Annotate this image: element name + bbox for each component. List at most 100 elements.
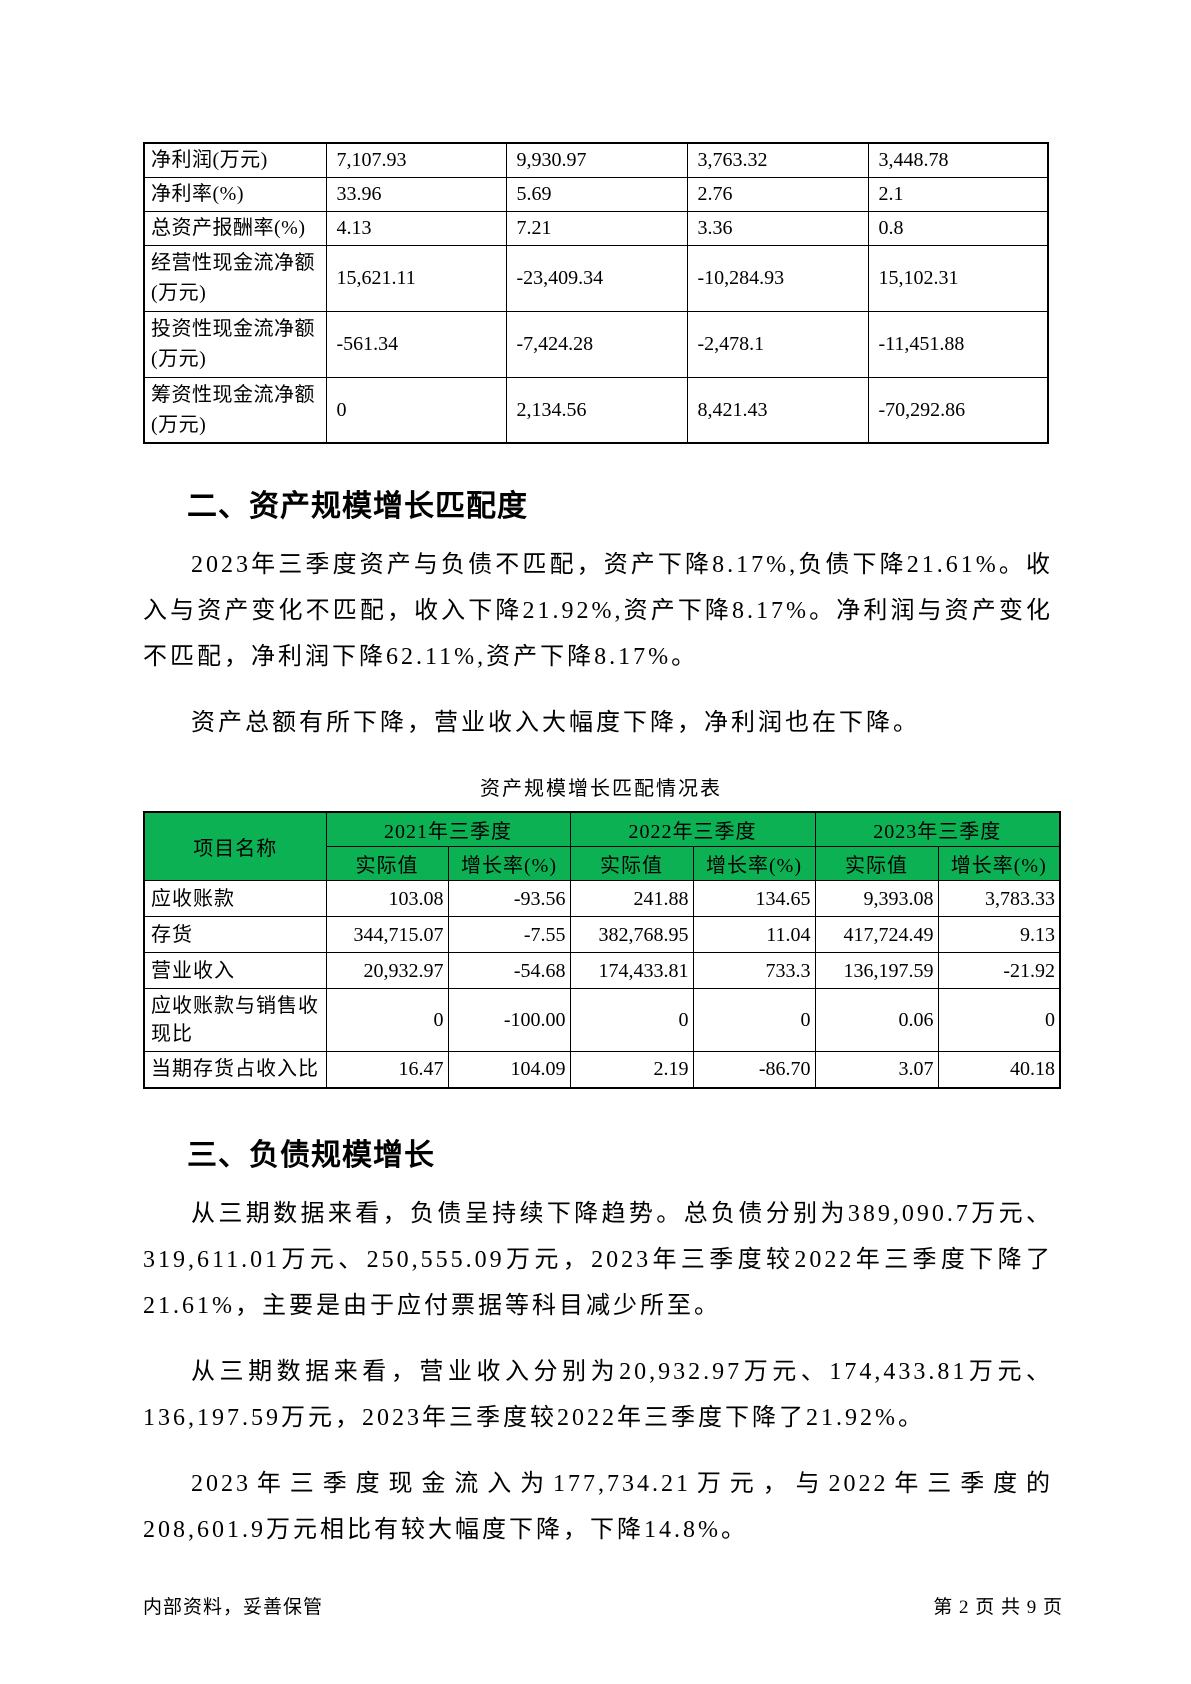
cell-value: -21.92: [937, 952, 1061, 989]
paragraph-debt-2: 从三期数据来看，营业收入分别为20,932.97万元、174,433.81万元、…: [143, 1358, 1053, 1431]
column-header-item: 项目名称: [143, 811, 327, 881]
item-label: 应收账款: [143, 880, 327, 917]
cell-value: 16.47: [325, 1051, 449, 1088]
metric-value: -2,478.1: [686, 310, 869, 378]
table-row: 投资性现金流净额(万元) -561.34 -7,424.28 -2,478.1 …: [143, 310, 1049, 378]
cell-value: 0: [325, 988, 449, 1052]
metric-value: 9,930.97: [505, 142, 688, 178]
column-header-year-2023: 2023年三季度: [814, 811, 1061, 847]
metric-value: 3.36: [686, 210, 869, 246]
cell-value: 104.09: [447, 1051, 571, 1088]
table-row: 经营性现金流净额(万元) 15,621.11 -23,409.34 -10,28…: [143, 244, 1049, 312]
cell-value: -93.56: [447, 880, 571, 917]
cell-value: 0: [692, 988, 816, 1052]
column-header-growth: 增长率(%): [937, 846, 1061, 881]
table-row: 存货 344,715.07 -7.55 382,768.95 11.04 417…: [143, 916, 1061, 953]
metric-value: 0.8: [867, 210, 1049, 246]
table-row: 净利润(万元) 7,107.93 9,930.97 3,763.32 3,448…: [143, 142, 1049, 178]
table-row: 净利率(%) 33.96 5.69 2.76 2.1: [143, 176, 1049, 212]
metric-value: 0: [325, 376, 507, 444]
metric-label: 净利润(万元): [143, 142, 327, 178]
metric-label: 筹资性现金流净额(万元): [143, 376, 327, 444]
cell-value: -7.55: [447, 916, 571, 953]
metric-label: 总资产报酬率(%): [143, 210, 327, 246]
financial-metrics-table: 净利润(万元) 7,107.93 9,930.97 3,763.32 3,448…: [143, 142, 1049, 444]
column-header-year-2022: 2022年三季度: [569, 811, 816, 847]
metric-value: -11,451.88: [867, 310, 1049, 378]
table-row: 当期存货占收入比 16.47 104.09 2.19 -86.70 3.07 4…: [143, 1051, 1061, 1088]
table-subheader-row: 实际值 增长率(%) 实际值 增长率(%) 实际值 增长率(%): [144, 846, 1061, 881]
item-label: 当期存货占收入比: [143, 1051, 327, 1088]
cell-value: 2.19: [569, 1051, 694, 1088]
section-heading-debt: 三、负债规模增长: [187, 1138, 435, 1172]
metric-value: 15,621.11: [325, 244, 507, 312]
cell-value: 134.65: [692, 880, 816, 917]
metric-value: 4.13: [325, 210, 507, 246]
cell-value: 417,724.49: [814, 916, 939, 953]
metric-value: 7.21: [505, 210, 688, 246]
cell-value: 241.88: [569, 880, 694, 917]
metric-value: 3,763.32: [686, 142, 869, 178]
paragraph-debt-1: 从三期数据来看，负债呈持续下降趋势。总负债分别为389,090.7万元、319,…: [143, 1200, 1053, 1319]
cell-value: 9.13: [937, 916, 1061, 953]
footer-page-number: 第 2 页 共 9 页: [933, 1597, 1063, 1618]
cell-value: 11.04: [692, 916, 816, 953]
metric-label: 经营性现金流净额(万元): [143, 244, 327, 312]
table-row: 应收账款 103.08 -93.56 241.88 134.65 9,393.0…: [143, 880, 1061, 917]
cell-value: -54.68: [447, 952, 571, 989]
cell-value: 174,433.81: [569, 952, 694, 989]
table-row: 营业收入 20,932.97 -54.68 174,433.81 733.3 1…: [143, 952, 1061, 989]
cell-value: 0.06: [814, 988, 939, 1052]
metric-value: -10,284.93: [686, 244, 869, 312]
cell-value: 103.08: [325, 880, 449, 917]
column-header-actual: 实际值: [325, 846, 449, 881]
cell-value: 20,932.97: [325, 952, 449, 989]
metric-label: 净利率(%): [143, 176, 327, 212]
metric-value: 5.69: [505, 176, 688, 212]
section-heading-assets: 二、资产规模增长匹配度: [187, 490, 528, 523]
column-header-growth: 增长率(%): [447, 846, 571, 881]
cell-value: 40.18: [937, 1051, 1061, 1088]
column-header-year-2021: 2021年三季度: [325, 811, 571, 847]
cell-value: 3,783.33: [937, 880, 1061, 917]
metric-value: 33.96: [325, 176, 507, 212]
item-label: 存货: [143, 916, 327, 953]
metric-value: -23,409.34: [505, 244, 688, 312]
page-content: 净利润(万元) 7,107.93 9,930.97 3,763.32 3,448…: [143, 0, 1061, 1573]
cell-value: 382,768.95: [569, 916, 694, 953]
metric-value: 7,107.93: [325, 142, 507, 178]
asset-growth-match-table: 项目名称 2021年三季度 2022年三季度 2023年三季度 实际值 增长率(…: [143, 811, 1061, 1089]
table-header-row: 项目名称 2021年三季度 2022年三季度 2023年三季度: [143, 811, 1061, 881]
metric-value: 2.1: [867, 176, 1049, 212]
column-header-actual: 实际值: [814, 846, 939, 881]
cell-value: 344,715.07: [325, 916, 449, 953]
metric-value: -7,424.28: [505, 310, 688, 378]
table-row: 筹资性现金流净额(万元) 0 2,134.56 8,421.43 -70,292…: [143, 376, 1049, 444]
item-label: 营业收入: [143, 952, 327, 989]
column-header-growth: 增长率(%): [692, 846, 816, 881]
match-table-title: 资产规模增长匹配情况表: [480, 778, 722, 800]
metric-value: -561.34: [325, 310, 507, 378]
metric-value: 2,134.56: [505, 376, 688, 444]
page-footer: 内部资料，妥善保管 第 2 页 共 9 页: [143, 1592, 1063, 1619]
paragraph-debt-3: 2023年三季度现金流入为177,734.21万元，与2022年三季度的208,…: [143, 1470, 1053, 1543]
cell-value: 136,197.59: [814, 952, 939, 989]
metric-value: 2.76: [686, 176, 869, 212]
cell-value: -100.00: [447, 988, 571, 1052]
table-row: 应收账款与销售收现比 0 -100.00 0 0 0.06 0: [143, 988, 1061, 1052]
item-label: 应收账款与销售收现比: [143, 988, 327, 1052]
footer-confidential-note: 内部资料，妥善保管: [143, 1597, 324, 1618]
paragraph-assets-2: 资产总额有所下降，营业收入大幅度下降，净利润也在下降。: [191, 710, 920, 736]
cell-value: 0: [569, 988, 694, 1052]
cell-value: -86.70: [692, 1051, 816, 1088]
paragraph-assets-1: 2023年三季度资产与负债不匹配，资产下降8.17%,负债下降21.61%。收入…: [143, 552, 1053, 670]
column-header-actual: 实际值: [569, 846, 694, 881]
cell-value: 9,393.08: [814, 880, 939, 917]
metric-value: 8,421.43: [686, 376, 869, 444]
cell-value: 733.3: [692, 952, 816, 989]
metric-value: -70,292.86: [867, 376, 1049, 444]
cell-value: 3.07: [814, 1051, 939, 1088]
table-row: 总资产报酬率(%) 4.13 7.21 3.36 0.8: [143, 210, 1049, 246]
metric-label: 投资性现金流净额(万元): [143, 310, 327, 378]
